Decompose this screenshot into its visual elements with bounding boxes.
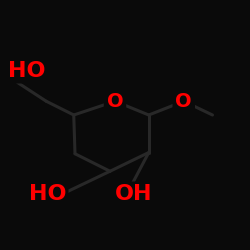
Text: HO: HO bbox=[8, 61, 45, 81]
Text: O: O bbox=[107, 92, 123, 111]
Text: O: O bbox=[176, 92, 192, 111]
Text: OH: OH bbox=[115, 184, 152, 204]
Text: HO: HO bbox=[29, 184, 66, 204]
